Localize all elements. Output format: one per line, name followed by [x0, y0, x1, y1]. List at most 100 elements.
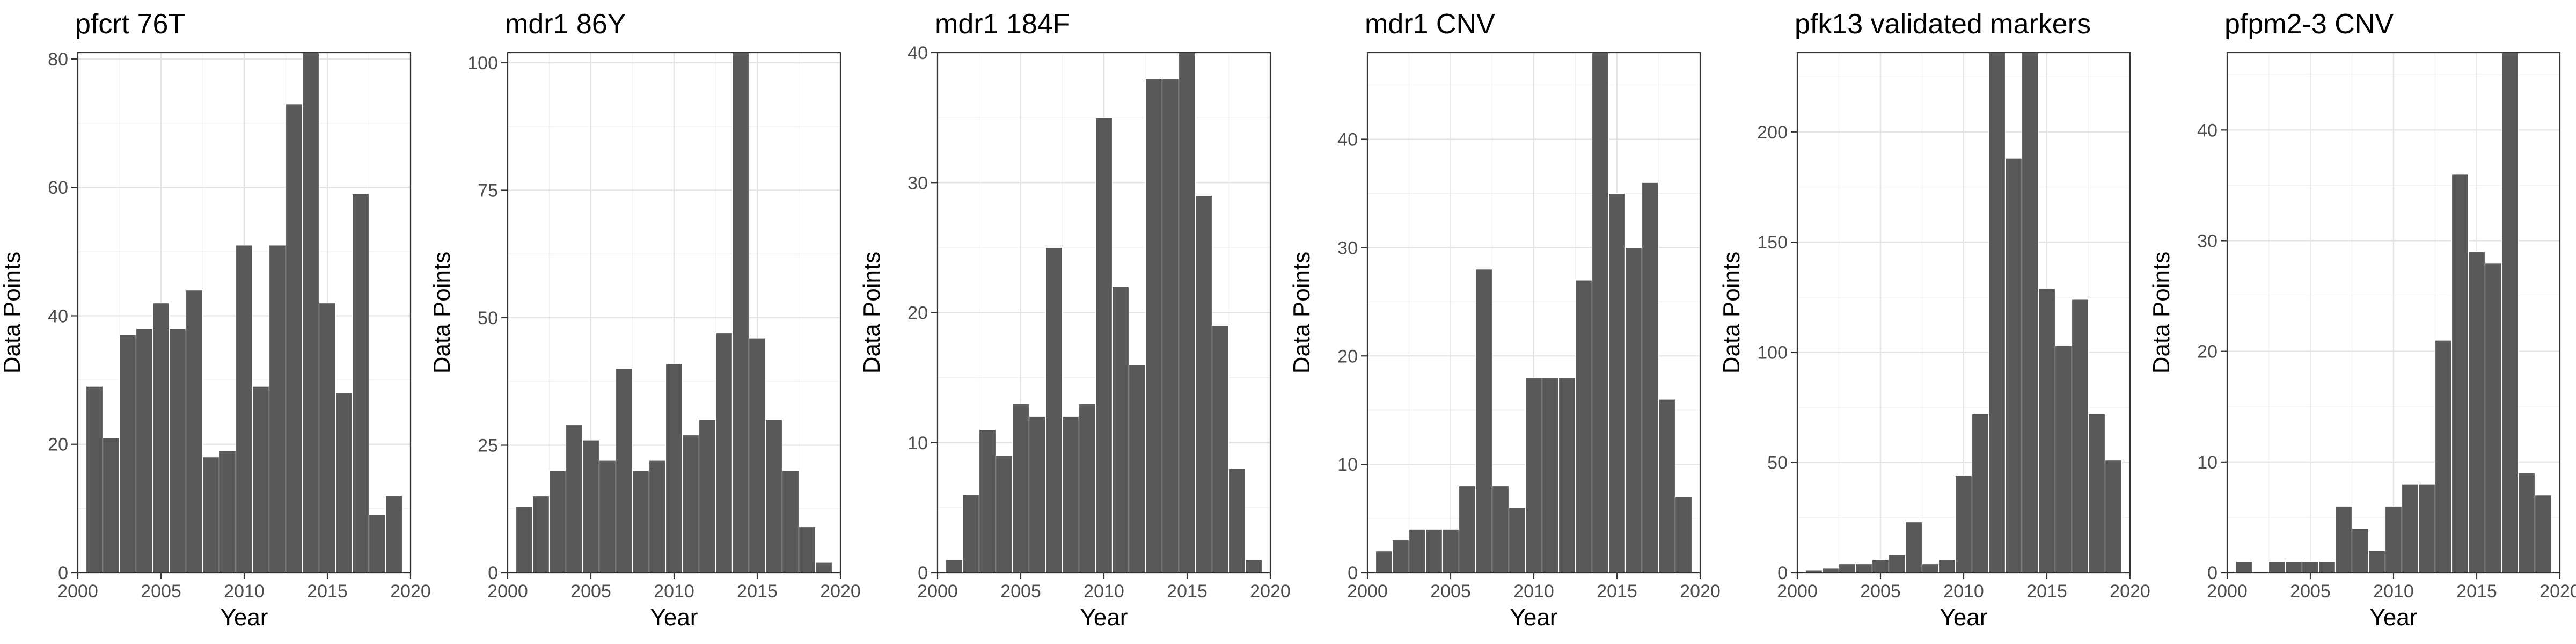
bar-2008 [1062, 416, 1080, 573]
bar-2017 [781, 470, 800, 573]
x-axis-title: Year [2370, 604, 2418, 631]
x-axis-title: Year [1510, 604, 1558, 631]
bar-2018 [1228, 468, 1246, 573]
bar-2018 [2088, 413, 2106, 573]
y-tick-label: 100 [1757, 342, 1788, 363]
bar-2012 [268, 245, 287, 573]
bar-2004 [1425, 529, 1443, 573]
chart-panel-pfcrt-76t: 2000 2005 2010 2015 2020 0 20 40 60 80 pfcrt 76T Ye… [0, 9, 431, 631]
y-tick-label: 25 [478, 436, 498, 456]
bar-2017 [1641, 182, 1659, 573]
y-tick-label: 20 [48, 435, 68, 455]
y-tick-label: 10 [1337, 455, 1358, 475]
panel-title: mdr1 184F [935, 9, 1070, 40]
bar-2007 [1905, 521, 1923, 573]
bar-2010 [2384, 506, 2403, 573]
bar-2013 [2434, 340, 2453, 573]
bar-2005 [1012, 403, 1030, 573]
bar-2010 [1525, 377, 1543, 573]
y-tick-label: 150 [1757, 232, 1788, 253]
bar-2015 [2038, 288, 2056, 573]
chart-panel-pfpm2-3-cnv: 2000 2005 2010 2015 2020 0 10 20 30 40 pfpm2-3 CNV… [2148, 9, 2576, 631]
x-tick-label: 2010 [224, 581, 265, 602]
y-tick-label: 50 [1767, 453, 1788, 473]
y-axis-title: Data Points [0, 252, 25, 374]
bar-2014 [1591, 52, 1609, 573]
bar-2017 [2501, 52, 2519, 573]
bar-2011 [682, 434, 700, 573]
bar-2006 [1028, 416, 1046, 573]
bar-2011 [2401, 484, 2419, 573]
bar-2011 [252, 386, 270, 573]
chart-panel-pfk13-validated-markers: 2000 2005 2010 2015 2020 0 50 100 150 200 pfk13 va… [1718, 9, 2150, 631]
bar-2002 [532, 495, 550, 573]
x-tick-label: 2020 [820, 581, 861, 602]
y-tick-label: 0 [2207, 563, 2218, 583]
y-tick-label: 40 [48, 306, 68, 326]
x-tick-label: 2005 [1000, 581, 1041, 602]
bar-2007 [615, 368, 633, 573]
x-tick-label: 2000 [1777, 581, 1818, 602]
y-tick-label: 100 [467, 53, 498, 74]
bar-2015 [318, 302, 336, 573]
x-axis-title: Year [650, 604, 698, 631]
bar-2010 [235, 245, 253, 573]
bar-2009 [648, 460, 667, 573]
x-tick-label: 2015 [2026, 581, 2067, 602]
y-tick-label: 60 [48, 178, 68, 198]
bar-2011 [1541, 377, 1560, 573]
panel-title: mdr1 86Y [505, 9, 626, 40]
panel-title: mdr1 CNV [1365, 9, 1495, 40]
bar-2008 [202, 457, 220, 573]
x-tick-label: 2015 [307, 581, 348, 602]
bar-2004 [995, 455, 1013, 573]
y-tick-label: 20 [908, 303, 928, 324]
bar-2007 [2334, 506, 2353, 573]
bar-2005 [2301, 561, 2319, 573]
bar-2002 [102, 437, 120, 573]
bar-2019 [2534, 495, 2552, 573]
y-tick-label: 30 [908, 173, 928, 193]
bar-2019 [1245, 559, 1263, 573]
bar-2018 [798, 526, 816, 573]
y-tick-label: 0 [918, 563, 928, 583]
x-tick-label: 2010 [654, 581, 694, 602]
bar-2019 [1674, 496, 1693, 573]
y-tick-label: 20 [2197, 342, 2218, 362]
x-tick-label: 2000 [57, 581, 98, 602]
bar-2004 [135, 328, 153, 573]
bar-2018 [2518, 472, 2536, 573]
x-axis-title: Year [1940, 604, 1988, 631]
bar-2008 [2351, 528, 2369, 573]
bar-2016 [2054, 345, 2073, 573]
bar-2014 [1161, 78, 1180, 573]
x-tick-label: 2010 [1084, 581, 1124, 602]
bar-2019 [385, 495, 403, 573]
x-tick-label: 2010 [2373, 581, 2414, 602]
bar-2017 [2071, 299, 2089, 573]
x-tick-label: 2005 [141, 581, 181, 602]
y-tick-label: 0 [1777, 563, 1788, 583]
bar-2006 [2318, 561, 2336, 573]
bar-2005 [152, 302, 170, 573]
bar-2005 [1441, 529, 1460, 573]
bar-2015 [748, 338, 766, 573]
bar-2015 [1178, 52, 1196, 573]
x-tick-label: 2000 [917, 581, 958, 602]
bar-2003 [548, 470, 567, 573]
bar-2013 [715, 332, 733, 573]
bar-2001 [2235, 561, 2253, 573]
bar-2010 [665, 363, 683, 573]
bar-2002 [1821, 568, 1840, 573]
bar-2017 [1211, 325, 1230, 573]
x-tick-label: 2005 [570, 581, 611, 602]
x-tick-label: 2015 [737, 581, 778, 602]
x-tick-label: 2010 [1943, 581, 1984, 602]
bar-2013 [2004, 158, 2023, 573]
bar-2016 [2484, 262, 2502, 573]
bar-2008 [1491, 485, 1510, 573]
bar-2019 [815, 562, 833, 573]
x-tick-label: 2000 [487, 581, 528, 602]
bar-2018 [1658, 399, 1676, 573]
x-tick-label: 2000 [1347, 581, 1388, 602]
